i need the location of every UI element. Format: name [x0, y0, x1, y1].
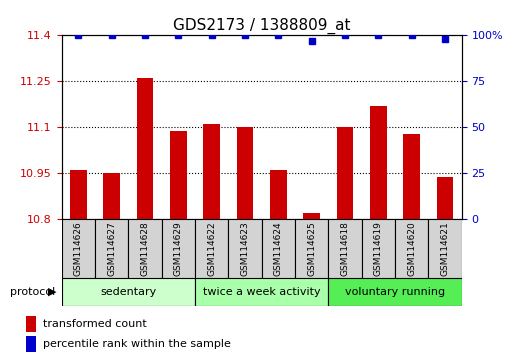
Text: GSM114621: GSM114621: [441, 221, 449, 276]
Text: percentile rank within the sample: percentile rank within the sample: [43, 339, 231, 349]
Text: voluntary running: voluntary running: [345, 287, 445, 297]
Text: twice a week activity: twice a week activity: [203, 287, 321, 297]
Text: GSM114629: GSM114629: [174, 221, 183, 276]
Bar: [270, 170, 287, 219]
FancyBboxPatch shape: [195, 278, 328, 306]
FancyBboxPatch shape: [195, 219, 228, 278]
Bar: [236, 127, 253, 219]
FancyBboxPatch shape: [62, 278, 195, 306]
FancyBboxPatch shape: [328, 278, 462, 306]
FancyBboxPatch shape: [395, 219, 428, 278]
Text: GSM114620: GSM114620: [407, 221, 416, 276]
Text: GSM114622: GSM114622: [207, 221, 216, 276]
Text: sedentary: sedentary: [100, 287, 156, 297]
Bar: [170, 131, 187, 219]
Bar: [437, 177, 453, 219]
Text: GSM114625: GSM114625: [307, 221, 316, 276]
Text: protocol: protocol: [10, 287, 55, 297]
FancyBboxPatch shape: [228, 219, 262, 278]
Bar: [403, 133, 420, 219]
FancyBboxPatch shape: [262, 219, 295, 278]
Text: GSM114618: GSM114618: [341, 221, 349, 276]
FancyBboxPatch shape: [295, 219, 328, 278]
Bar: [26, 316, 36, 332]
Bar: [303, 213, 320, 219]
Text: transformed count: transformed count: [43, 319, 147, 329]
Bar: [103, 173, 120, 219]
FancyBboxPatch shape: [95, 219, 128, 278]
FancyBboxPatch shape: [428, 219, 462, 278]
Bar: [136, 78, 153, 219]
FancyBboxPatch shape: [162, 219, 195, 278]
FancyBboxPatch shape: [328, 219, 362, 278]
Text: GSM114623: GSM114623: [241, 221, 249, 276]
Title: GDS2173 / 1388809_at: GDS2173 / 1388809_at: [173, 18, 350, 34]
FancyBboxPatch shape: [362, 219, 395, 278]
FancyBboxPatch shape: [128, 219, 162, 278]
Text: GSM114626: GSM114626: [74, 221, 83, 276]
Text: GSM114628: GSM114628: [141, 221, 149, 276]
Bar: [337, 127, 353, 219]
Bar: [26, 337, 36, 352]
Bar: [370, 106, 387, 219]
Text: GSM114619: GSM114619: [374, 221, 383, 276]
Bar: [203, 124, 220, 219]
Text: ▶: ▶: [48, 287, 57, 297]
FancyBboxPatch shape: [62, 219, 95, 278]
Text: GSM114627: GSM114627: [107, 221, 116, 276]
Text: GSM114624: GSM114624: [274, 221, 283, 276]
Bar: [70, 170, 87, 219]
